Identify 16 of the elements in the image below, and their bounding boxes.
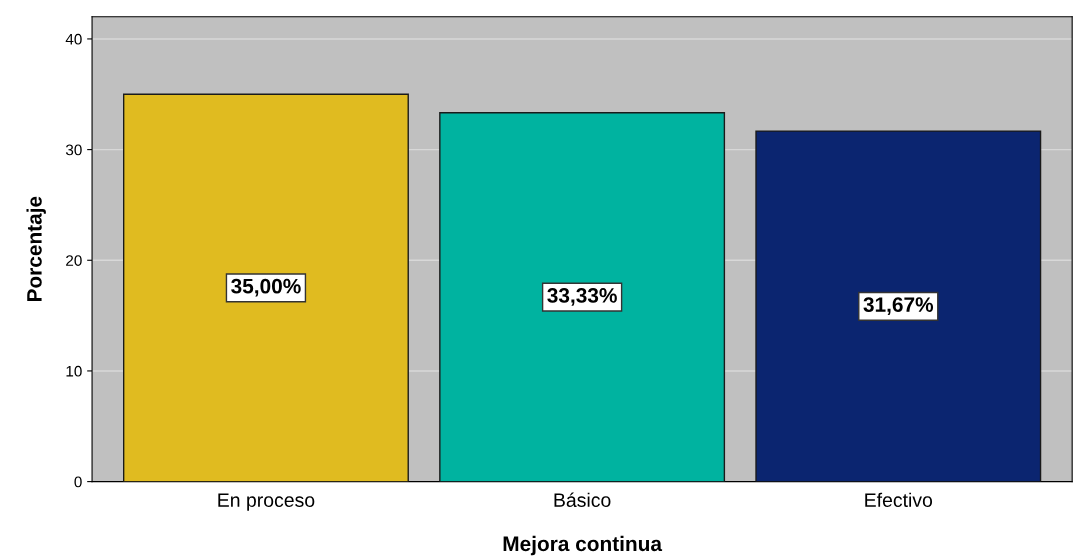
- data-label: 35,00%: [231, 278, 301, 297]
- data-label: 33,33%: [547, 288, 617, 306]
- data-label: 31,67%: [863, 297, 934, 315]
- y-tick-label: 40: [65, 33, 82, 45]
- y-tick-label: 20: [66, 255, 82, 266]
- bar: [439, 112, 726, 482]
- y-tick-label: 30: [65, 144, 82, 156]
- y-tick-label: 10: [66, 365, 82, 377]
- bar: [122, 93, 409, 482]
- y-tick-label: 0: [74, 476, 82, 488]
- bar: [755, 130, 1042, 482]
- x-axis-title: Mejora continua: [503, 535, 663, 556]
- x-tick-label: Efectivo: [865, 492, 933, 507]
- x-tick-label: Básico: [554, 492, 611, 507]
- y-axis-title: Porcentaje: [26, 196, 46, 302]
- x-tick-label: En proceso: [218, 493, 315, 511]
